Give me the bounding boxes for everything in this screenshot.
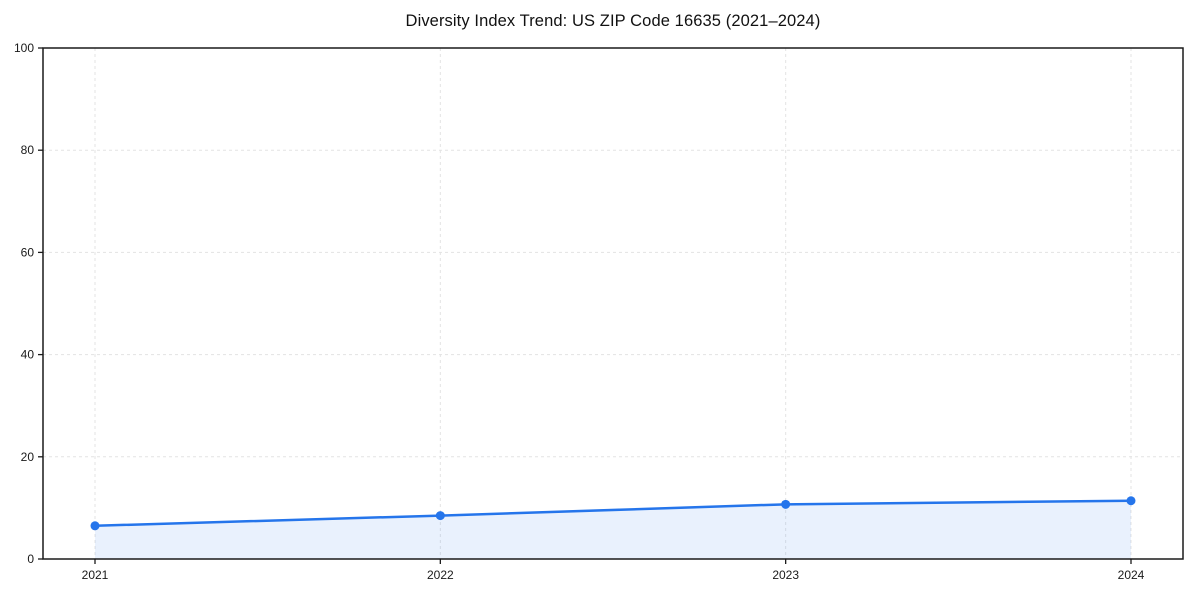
y-tick-label: 20 <box>21 450 35 464</box>
x-tick-label: 2024 <box>1118 568 1145 582</box>
axis-frame <box>42 47 1184 560</box>
chart-title: Diversity Index Trend: US ZIP Code 16635… <box>405 12 821 30</box>
y-tick-label: 60 <box>21 245 35 259</box>
data-point-2024 <box>1126 496 1136 506</box>
data-point-2021 <box>90 521 100 531</box>
x-tick-label: 2022 <box>427 568 454 582</box>
y-tick-label: 80 <box>21 143 35 157</box>
trend-line <box>93 499 1133 528</box>
data-point-2023 <box>781 499 791 509</box>
y-tick-label: 0 <box>27 552 34 566</box>
data-point-2022 <box>435 511 445 521</box>
x-tick-label: 2023 <box>772 568 799 582</box>
x-tick-label: 2021 <box>82 568 109 582</box>
y-tick-label: 100 <box>14 41 34 55</box>
area-fill <box>95 500 1131 559</box>
y-tick-label: 40 <box>21 348 35 362</box>
